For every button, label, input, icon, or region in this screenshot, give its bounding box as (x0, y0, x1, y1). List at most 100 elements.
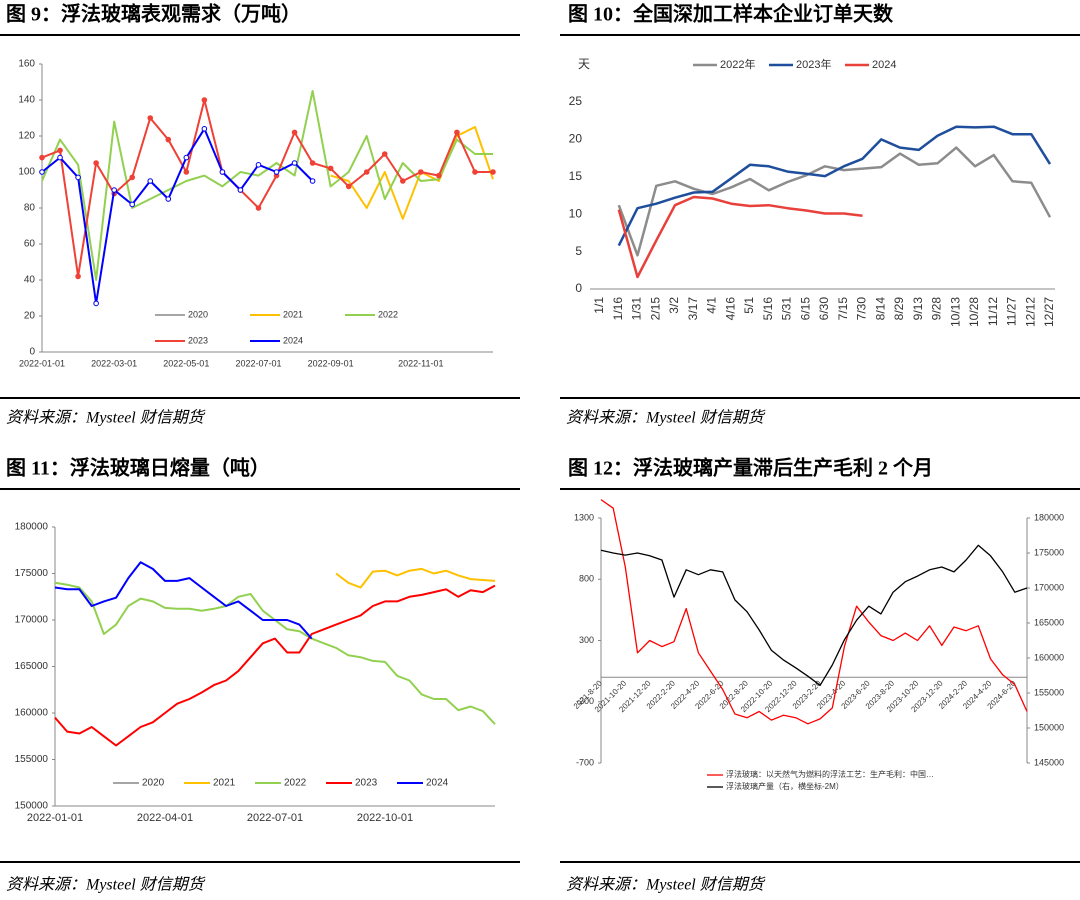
x-tick-label: 2022-01-01 (19, 358, 65, 368)
point-marker (93, 300, 99, 307)
legend-label: 2020 (142, 778, 165, 789)
series-line (41, 127, 314, 305)
x-tick-label: 1/31 (630, 297, 644, 321)
point-marker (201, 97, 208, 103)
y2-tick-label: 180000 (1034, 512, 1064, 522)
point-marker (57, 147, 63, 154)
source: 资料来源：Mysteel 财信期货 (566, 409, 766, 427)
x-tick-label: 11/12 (986, 297, 1000, 326)
source: 资料来源：Mysteel 财信期货 (6, 409, 206, 427)
point-marker (75, 174, 81, 181)
series-line (335, 567, 496, 589)
legend-label: 2024 (283, 335, 303, 345)
x-tick-label: 1/1 (592, 297, 606, 314)
legend-label: 2024 (426, 778, 449, 789)
x-tick-label: 8/29 (892, 297, 906, 321)
point-marker (363, 169, 370, 175)
point-marker (219, 169, 226, 175)
point-marker (309, 160, 316, 166)
chart-title: 图 9：浮法玻璃表观需求（万吨） (6, 2, 301, 26)
x-tick-label: 10/28 (967, 297, 981, 327)
y-tick-label: 60 (24, 239, 36, 250)
x-tick-label: 3/17 (686, 297, 700, 321)
y-tick-label: 15 (569, 169, 583, 183)
x-tick-label: 5/16 (761, 297, 775, 321)
x-tick-label: 7/15 (836, 297, 850, 321)
point-marker (291, 129, 298, 136)
x-tick-label: 2022-03-01 (91, 358, 137, 368)
point-marker (129, 174, 135, 181)
point-marker (93, 160, 99, 166)
series-line (41, 99, 493, 278)
series-line (600, 544, 1028, 686)
series-line (54, 561, 313, 640)
legend-label: 2021 (213, 778, 236, 789)
source: 资料来源：Mysteel 财信期货 (6, 876, 206, 894)
y-tick-label: 20 (569, 132, 583, 146)
y2-tick-label: 145000 (1034, 757, 1064, 767)
y-tick-label: 180000 (15, 522, 49, 533)
series-line (54, 584, 496, 747)
point-marker (201, 126, 208, 132)
x-tick-label: 2022-04-01 (137, 812, 193, 824)
x-tick-label: 7/30 (855, 297, 869, 321)
y-tick-label: 175000 (15, 568, 49, 579)
point-marker (309, 178, 316, 184)
legend-label: 2023 (355, 778, 378, 789)
x-tick-label: 9/28 (930, 297, 944, 321)
point-marker (381, 151, 388, 157)
x-tick-label: 6/30 (817, 297, 831, 321)
legend-label: 2021 (283, 309, 303, 319)
point-marker (147, 178, 154, 184)
y-tick-label: 0 (575, 281, 582, 295)
legend-label: 浮法玻璃：以天然气为燃料的浮法工艺：生产毛利：中国… (726, 769, 934, 779)
y-tick-label: 160 (18, 59, 35, 70)
point-marker (327, 165, 334, 172)
point-marker (291, 160, 298, 166)
point-marker (255, 205, 262, 211)
y-tick-label: 800 (579, 574, 594, 584)
legend-label: 浮法玻璃产量（右，横坐标-2M） (726, 781, 844, 791)
x-tick-label: 2022-05-01 (163, 358, 209, 368)
legend-label: 2022 (284, 778, 307, 789)
x-tick-label: 10/13 (948, 297, 962, 327)
point-marker (418, 169, 424, 175)
y-tick-label: -200 (576, 696, 594, 706)
point-marker (237, 187, 244, 193)
chart-title: 图 11：浮法玻璃日熔量（吨） (6, 456, 270, 480)
y-tick-label: 120 (18, 131, 35, 142)
point-marker (39, 169, 45, 175)
point-marker (39, 154, 45, 161)
y-tick-label: 10 (569, 206, 583, 220)
x-tick-label: 2022-11-01 (398, 358, 443, 368)
y-tick-label: 25 (569, 94, 583, 108)
chart: 图 11：浮法玻璃日熔量（吨） 资料来源：Mysteel 财信期货 150000 15… (0, 456, 520, 894)
point-marker (111, 187, 117, 193)
series-line (54, 581, 496, 725)
y-tick-label: 5 (575, 244, 582, 258)
x-tick-label: 4/1 (705, 297, 719, 314)
legend-label: 2022 (378, 309, 398, 319)
x-tick-label: 2022-07-01 (247, 812, 303, 824)
point-marker (255, 162, 262, 168)
x-tick-label: 9/13 (911, 297, 925, 321)
x-tick-label: 5/1 (742, 297, 756, 314)
y2-tick-label: 175000 (1034, 547, 1064, 557)
series-line (617, 146, 1052, 257)
point-marker (183, 154, 190, 161)
y-tick-label: 80 (24, 203, 36, 214)
y-axis-label: 天 (578, 57, 590, 71)
y-tick-label: 1300 (574, 512, 594, 522)
point-marker (183, 169, 190, 175)
x-tick-label: 2/15 (648, 297, 662, 321)
point-marker (400, 178, 406, 184)
x-tick-label: 12/12 (1023, 297, 1037, 327)
source: 资料来源：Mysteel 财信期货 (566, 876, 766, 894)
x-tick-label: 4/16 (723, 297, 737, 321)
chart-title: 图 12：浮法玻璃产量滞后生产毛利 2 个月 (568, 456, 933, 480)
y2-tick-label: 170000 (1034, 582, 1064, 592)
point-marker (436, 172, 442, 179)
legend-label: 2024 (872, 59, 896, 71)
